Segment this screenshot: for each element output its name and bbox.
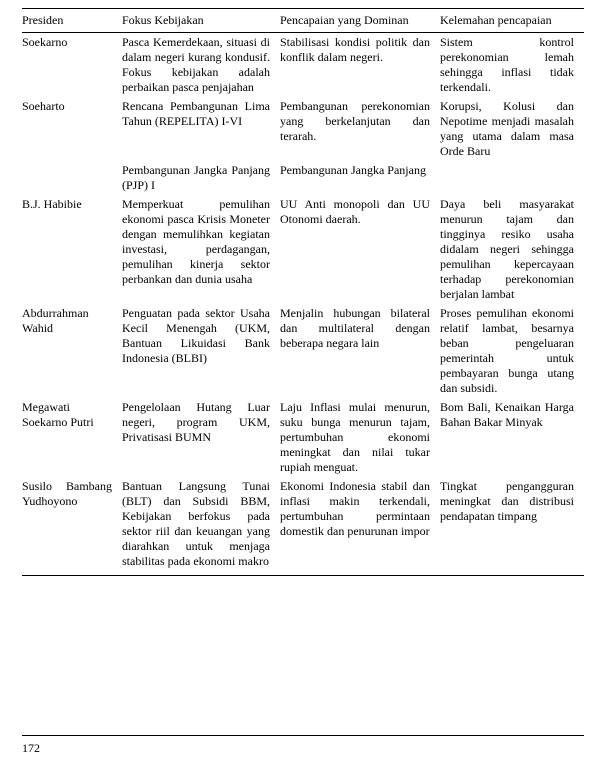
table-row: Susilo Bambang Yudhoyono Bantuan Langsun… xyxy=(22,477,584,576)
cell-weakness: Sistem kontrol perekonomian lemah sehing… xyxy=(440,33,584,98)
cell-focus: Bantuan Langsung Tunai (BLT) dan Subsidi… xyxy=(122,477,280,576)
cell-achievement: Stabilisasi kondisi politik dan konflik … xyxy=(280,33,440,98)
cell-weakness: Proses pemulihan ekonomi relatif lambat,… xyxy=(440,304,584,398)
cell-achievement: Laju Inflasi mulai menurun, suku bunga m… xyxy=(280,398,440,477)
cell-focus: Rencana Pembangunan Lima Tahun (REPELITA… xyxy=(122,97,280,161)
table-row: Megawati Soekarno Putri Pengelolaan Huta… xyxy=(22,398,584,477)
cell-president: Abdurrahman Wahid xyxy=(22,304,122,398)
header-president: Presiden xyxy=(22,9,122,33)
cell-achievement: Ekonomi Indonesia stabil dan inflasi mak… xyxy=(280,477,440,576)
cell-weakness xyxy=(440,161,584,195)
table-row: Pembangunan Jangka Panjang (PJP) I Pemba… xyxy=(22,161,584,195)
cell-president: B.J. Habibie xyxy=(22,195,122,304)
footer-divider xyxy=(22,735,584,736)
cell-focus: Memperkuat pemulihan ekonomi pasca Krisi… xyxy=(122,195,280,304)
cell-weakness: Daya beli masyarakat menurun tajam dan t… xyxy=(440,195,584,304)
cell-focus: Penguatan pada sektor Usaha Kecil Meneng… xyxy=(122,304,280,398)
cell-president: Soekarno xyxy=(22,33,122,98)
policy-table: Presiden Fokus Kebijakan Pencapaian yang… xyxy=(22,8,584,576)
cell-weakness: Bom Bali, Kenaikan Harga Bahan Bakar Min… xyxy=(440,398,584,477)
table-row: Soekarno Pasca Kemerdekaan, situasi di d… xyxy=(22,33,584,98)
cell-achievement: Pembangunan perekonomian yang berkelanju… xyxy=(280,97,440,161)
cell-achievement: UU Anti monopoli dan UU Otonomi daerah. xyxy=(280,195,440,304)
cell-focus: Pengelolaan Hutang Luar negeri, program … xyxy=(122,398,280,477)
cell-focus: Pasca Kemerdekaan, situasi di dalam nege… xyxy=(122,33,280,98)
cell-president: Megawati Soekarno Putri xyxy=(22,398,122,477)
table-header-row: Presiden Fokus Kebijakan Pencapaian yang… xyxy=(22,9,584,33)
header-weakness: Kelemahan pencapaian xyxy=(440,9,584,33)
table-row: Soeharto Rencana Pembangunan Lima Tahun … xyxy=(22,97,584,161)
cell-achievement: Pembangunan Jangka Panjang xyxy=(280,161,440,195)
cell-president: Susilo Bambang Yudhoyono xyxy=(22,477,122,576)
cell-weakness: Tingkat pengangguran meningkat dan distr… xyxy=(440,477,584,576)
table-row: B.J. Habibie Memperkuat pemulihan ekonom… xyxy=(22,195,584,304)
cell-president xyxy=(22,161,122,195)
header-achievement: Pencapaian yang Dominan xyxy=(280,9,440,33)
cell-achievement: Menjalin hubungan bilateral dan multilat… xyxy=(280,304,440,398)
cell-weakness: Korupsi, Kolusi dan Nepotime menjadi mas… xyxy=(440,97,584,161)
table-row: Abdurrahman Wahid Penguatan pada sektor … xyxy=(22,304,584,398)
page-number: 172 xyxy=(22,741,40,756)
cell-focus: Pembangunan Jangka Panjang (PJP) I xyxy=(122,161,280,195)
cell-president: Soeharto xyxy=(22,97,122,161)
header-focus: Fokus Kebijakan xyxy=(122,9,280,33)
